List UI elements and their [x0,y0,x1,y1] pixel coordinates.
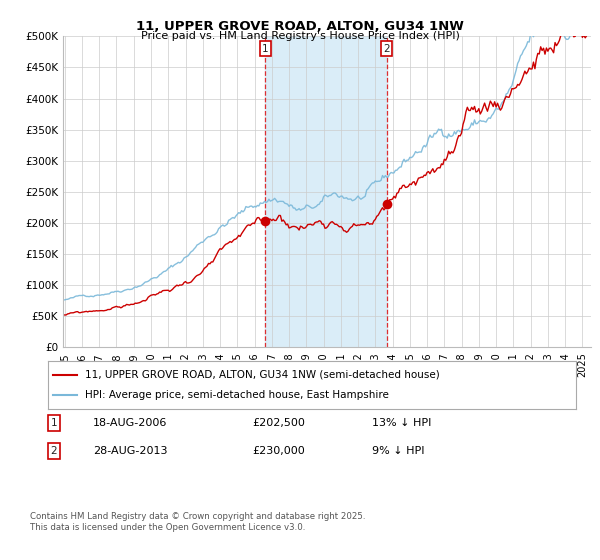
Text: 1: 1 [50,418,58,428]
Text: 13% ↓ HPI: 13% ↓ HPI [372,418,431,428]
Text: 2: 2 [50,446,58,456]
Text: 18-AUG-2006: 18-AUG-2006 [93,418,167,428]
Text: 11, UPPER GROVE ROAD, ALTON, GU34 1NW (semi-detached house): 11, UPPER GROVE ROAD, ALTON, GU34 1NW (s… [85,370,440,380]
Bar [265,36,386,347]
Text: 28-AUG-2013: 28-AUG-2013 [93,446,167,456]
Text: 11, UPPER GROVE ROAD, ALTON, GU34 1NW: 11, UPPER GROVE ROAD, ALTON, GU34 1NW [136,20,464,32]
Text: HPI: Average price, semi-detached house, East Hampshire: HPI: Average price, semi-detached house,… [85,390,389,400]
Text: 9% ↓ HPI: 9% ↓ HPI [372,446,425,456]
Text: £230,000: £230,000 [252,446,305,456]
Text: 1: 1 [262,44,269,54]
Text: £202,500: £202,500 [252,418,305,428]
Text: Contains HM Land Registry data © Crown copyright and database right 2025.
This d: Contains HM Land Registry data © Crown c… [30,512,365,532]
Text: Price paid vs. HM Land Registry's House Price Index (HPI): Price paid vs. HM Land Registry's House … [140,31,460,41]
Text: 2: 2 [383,44,390,54]
